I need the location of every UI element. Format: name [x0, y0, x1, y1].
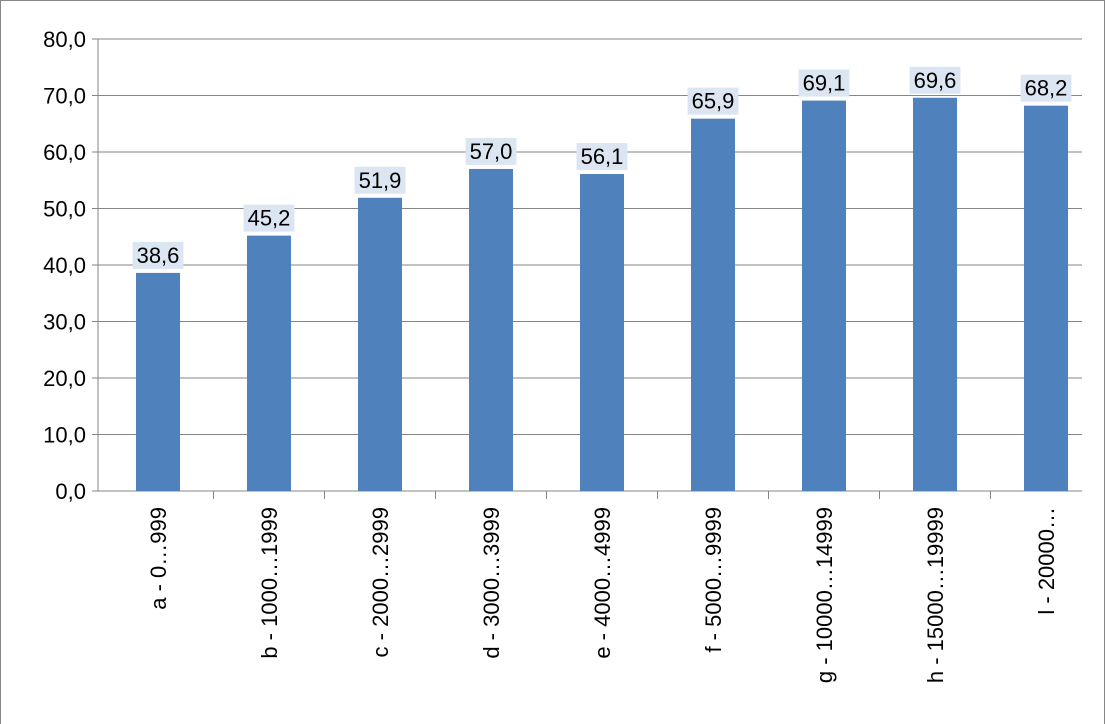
x-tick-label: c - 2000…2999 [368, 507, 393, 657]
data-label: 56,1 [581, 144, 624, 169]
data-label: 69,1 [803, 71, 846, 96]
bar [247, 235, 291, 491]
bar [913, 97, 957, 491]
y-tick-label: 40,0 [43, 253, 86, 278]
data-label: 57,0 [470, 139, 513, 164]
bar [136, 272, 180, 491]
x-tick-label: b - 1000…1999 [257, 507, 282, 659]
bar [802, 100, 846, 492]
x-tick-label: e - 4000…4999 [590, 507, 615, 659]
bar [691, 118, 735, 491]
data-label-bg [465, 137, 517, 165]
y-tick-label: 50,0 [43, 197, 86, 222]
data-label-group: 69,1 [798, 69, 850, 97]
data-label-group: 45,2 [243, 204, 295, 232]
data-label: 68,2 [1025, 76, 1068, 101]
data-label-group: 51,9 [354, 166, 406, 194]
data-label-group: 68,2 [1020, 74, 1072, 102]
x-tick-label: a - 0…999 [146, 507, 171, 610]
data-label-bg [798, 69, 850, 97]
data-label-bg [1020, 74, 1072, 102]
data-label-group: 56,1 [576, 143, 628, 171]
data-label-bg [354, 166, 406, 194]
data-label-group: 69,6 [909, 66, 961, 94]
data-label-bg [687, 87, 739, 115]
bar [358, 197, 402, 491]
data-label: 65,9 [692, 89, 735, 114]
y-tick-label: 0,0 [55, 479, 86, 504]
y-tick-label: 80,0 [43, 27, 86, 52]
data-label-group: 65,9 [687, 87, 739, 115]
y-tick-label: 30,0 [43, 310, 86, 335]
y-tick-label: 20,0 [43, 366, 86, 391]
bar [580, 174, 624, 491]
y-tick-label: 10,0 [43, 423, 86, 448]
x-tick-label: l - 20000… [1034, 507, 1059, 615]
y-tick-label: 60,0 [43, 140, 86, 165]
x-tick-label: f - 5000…9999 [701, 507, 726, 653]
x-tick-label: g - 10000…14999 [812, 507, 837, 683]
data-label-bg [909, 66, 961, 94]
data-label-group: 38,6 [132, 241, 184, 269]
x-tick-label: d - 3000…3999 [479, 507, 504, 659]
data-label-bg [132, 241, 184, 269]
bar [1024, 105, 1068, 492]
bar [469, 168, 513, 491]
y-tick-label: 70,0 [43, 84, 86, 109]
data-label-bg [243, 204, 295, 232]
x-tick-label: h - 15000…19999 [923, 507, 948, 683]
data-label: 51,9 [359, 168, 402, 193]
data-label: 69,6 [914, 68, 957, 93]
data-label: 45,2 [248, 206, 291, 231]
data-label-group: 57,0 [465, 137, 517, 165]
data-label: 38,6 [137, 243, 180, 268]
data-label-bg [576, 143, 628, 171]
